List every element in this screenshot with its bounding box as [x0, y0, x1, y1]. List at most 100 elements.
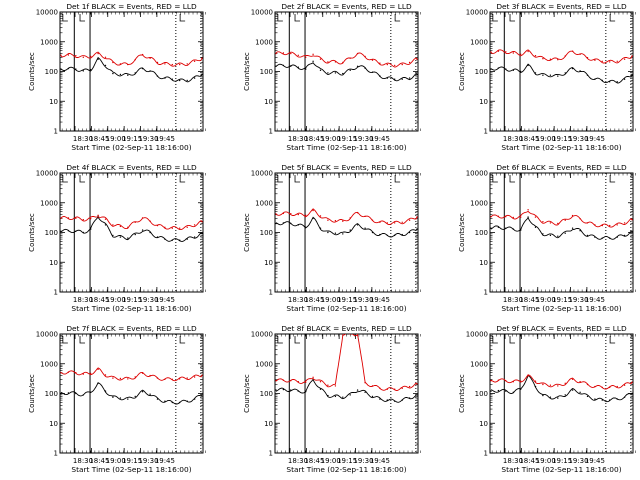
- x-tick-label: 19:00: [106, 457, 126, 465]
- lld-point: [127, 226, 129, 228]
- lld-point: [149, 57, 151, 59]
- lld-point: [334, 385, 337, 387]
- lld-point: [201, 374, 203, 376]
- lld-point: [579, 381, 581, 383]
- lld-point: [401, 221, 403, 223]
- lld-point: [534, 216, 537, 218]
- x-tick-label: 19:30: [568, 296, 588, 304]
- lld-point: [179, 227, 181, 229]
- plot-frame: [59, 172, 204, 293]
- x-tick-label: 19:30: [568, 457, 588, 465]
- lld-series-line: LLD: [275, 334, 418, 391]
- events-point: [408, 77, 411, 79]
- lld-point: [112, 224, 114, 226]
- y-tick-label: 100: [260, 229, 273, 237]
- events-point: [623, 396, 626, 398]
- y-tick-label: 1000: [255, 199, 273, 207]
- lld-point: [394, 64, 396, 67]
- events-series-line: Events: [490, 374, 633, 403]
- lld-point: [386, 222, 388, 224]
- top-bracket-mark: [294, 175, 301, 183]
- events-point: [127, 398, 129, 400]
- lld-point: [527, 375, 529, 377]
- lld-point: [112, 61, 114, 64]
- lld-point: [97, 214, 99, 216]
- lld-point: [527, 50, 529, 53]
- lld-point: [82, 56, 85, 58]
- events-point: [416, 394, 418, 396]
- lld-point: [594, 385, 596, 388]
- events-point: [349, 394, 351, 396]
- events-point: [571, 67, 574, 70]
- lld-point: [104, 56, 107, 58]
- lld-point: [90, 55, 92, 58]
- y-tick-label: 10000: [251, 9, 273, 17]
- y-tick-label: 10000: [466, 331, 488, 339]
- x-tick-label: 19:45: [155, 296, 175, 304]
- lld-point: [171, 378, 173, 380]
- lld-point: [312, 209, 314, 212]
- lld-point: [349, 217, 351, 219]
- series-layer: EventsLLD: [60, 214, 203, 242]
- lld-point: [616, 60, 618, 62]
- events-point: [201, 232, 203, 234]
- x-tick-label: 19:15: [122, 296, 142, 304]
- lld-series-line: LLD: [60, 51, 203, 67]
- lld-point: [594, 59, 596, 61]
- lld-point: [82, 373, 85, 375]
- lld-point: [319, 215, 322, 217]
- events-point: [282, 388, 285, 391]
- y-axis-label: Counts/sec: [28, 213, 36, 252]
- lld-point: [623, 58, 626, 60]
- events-point: [571, 227, 574, 229]
- events-point: [149, 393, 151, 395]
- lld-point: [571, 214, 574, 217]
- plot-frame: [489, 172, 634, 293]
- events-point: [90, 228, 92, 230]
- events-point: [631, 74, 633, 76]
- lld-point: [90, 372, 92, 375]
- events-point: [134, 72, 136, 74]
- lld-point: [67, 217, 70, 219]
- chart-panel-8: Det 8f BLACK = Events, RED = LLD 1 10 100 10…: [243, 324, 421, 474]
- events-point: [616, 236, 618, 238]
- events-point: [127, 237, 129, 239]
- chart-panel-2: Det 2f BLACK = Events, RED = LLD 1 10 100 10…: [243, 2, 421, 152]
- y-axis-label: Counts/sec: [243, 52, 251, 91]
- lld-point: [356, 334, 359, 335]
- x-tick-label: 18:30: [503, 457, 523, 465]
- events-point: [104, 390, 107, 392]
- lld-point: [312, 53, 314, 55]
- x-tick-label: 18:45: [89, 457, 109, 465]
- lld-point: [60, 54, 62, 56]
- panel-title: Det 6f BLACK = Events, RED = LLD: [496, 163, 627, 172]
- events-series-line: Events: [60, 216, 203, 242]
- lld-point: [75, 372, 77, 374]
- lld-point: [631, 219, 633, 221]
- events-series-line: Events: [275, 216, 418, 238]
- lld-point: [594, 224, 596, 226]
- events-point: [623, 234, 626, 237]
- events-point: [193, 77, 196, 79]
- lld-point: [416, 383, 418, 385]
- events-point: [290, 222, 292, 225]
- x-axis-label: Start Time (02-Sep-11 18:16:00): [71, 465, 191, 474]
- lld-point: [609, 224, 611, 227]
- lld-point: [520, 216, 522, 218]
- y-tick-label: 10: [264, 98, 273, 106]
- top-bracket-mark: [79, 336, 86, 344]
- lld-point: [631, 381, 633, 383]
- events-point: [186, 238, 188, 240]
- events-point: [119, 73, 122, 76]
- y-tick-label: 100: [475, 390, 488, 398]
- events-point: [549, 74, 552, 76]
- top-bracket-mark: [509, 336, 516, 344]
- events-point: [305, 391, 307, 393]
- events-point: [334, 232, 337, 234]
- panel-title: Det 9f BLACK = Events, RED = LLD: [496, 324, 627, 333]
- y-tick-label: 100: [260, 390, 273, 398]
- events-point: [156, 398, 159, 400]
- top-bracket-mark: [179, 14, 186, 22]
- events-point: [394, 234, 396, 237]
